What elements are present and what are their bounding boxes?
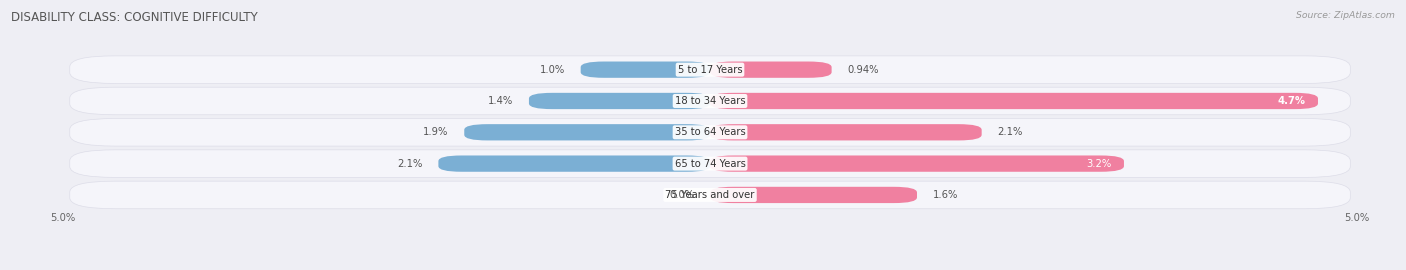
Text: 1.4%: 1.4%: [488, 96, 513, 106]
FancyBboxPatch shape: [710, 156, 1123, 172]
Text: 5 to 17 Years: 5 to 17 Years: [678, 65, 742, 75]
Text: 0.94%: 0.94%: [848, 65, 879, 75]
Text: 4.7%: 4.7%: [1277, 96, 1305, 106]
Text: 35 to 64 Years: 35 to 64 Years: [675, 127, 745, 137]
FancyBboxPatch shape: [710, 93, 1317, 109]
Text: 18 to 34 Years: 18 to 34 Years: [675, 96, 745, 106]
FancyBboxPatch shape: [710, 62, 831, 78]
Text: DISABILITY CLASS: COGNITIVE DIFFICULTY: DISABILITY CLASS: COGNITIVE DIFFICULTY: [11, 11, 257, 24]
Text: 0.0%: 0.0%: [669, 190, 695, 200]
FancyBboxPatch shape: [439, 156, 710, 172]
FancyBboxPatch shape: [70, 150, 1350, 177]
Text: 1.0%: 1.0%: [540, 65, 565, 75]
FancyBboxPatch shape: [710, 124, 981, 140]
Text: 2.1%: 2.1%: [997, 127, 1022, 137]
Text: 75 Years and over: 75 Years and over: [665, 190, 755, 200]
FancyBboxPatch shape: [529, 93, 710, 109]
Text: 1.6%: 1.6%: [932, 190, 957, 200]
Text: 3.2%: 3.2%: [1085, 158, 1111, 169]
Legend: Male, Female: Male, Female: [659, 268, 761, 270]
FancyBboxPatch shape: [581, 62, 710, 78]
FancyBboxPatch shape: [70, 87, 1350, 115]
Text: 65 to 74 Years: 65 to 74 Years: [675, 158, 745, 169]
Text: Source: ZipAtlas.com: Source: ZipAtlas.com: [1296, 11, 1395, 20]
FancyBboxPatch shape: [464, 124, 710, 140]
Text: 1.9%: 1.9%: [423, 127, 449, 137]
FancyBboxPatch shape: [70, 56, 1350, 83]
FancyBboxPatch shape: [70, 181, 1350, 209]
FancyBboxPatch shape: [70, 119, 1350, 146]
Text: 2.1%: 2.1%: [398, 158, 423, 169]
FancyBboxPatch shape: [710, 187, 917, 203]
